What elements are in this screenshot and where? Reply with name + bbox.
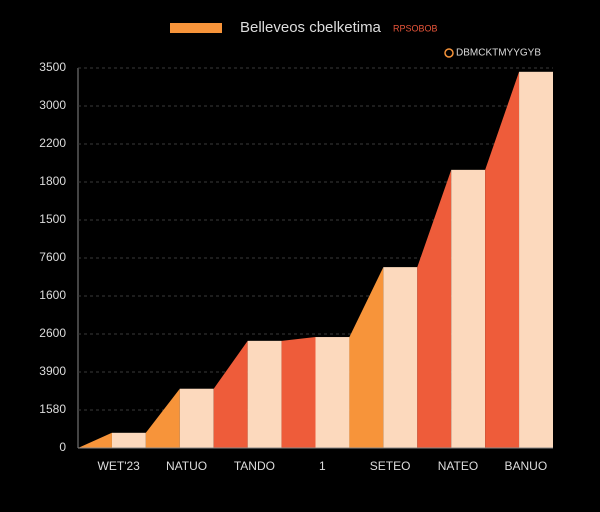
rise-segment	[145, 388, 180, 448]
flat-segment	[383, 267, 418, 448]
y-tick-label: 3000	[39, 98, 66, 112]
annotation: DBMCKTMYYGYB	[456, 48, 541, 59]
flat-segment	[451, 169, 486, 448]
x-tick-label: NATEO	[438, 459, 478, 473]
y-tick-label: 1800	[39, 174, 66, 188]
y-tick-label: 3900	[39, 364, 66, 378]
rise-segment	[281, 337, 316, 448]
rise-segment	[417, 169, 452, 448]
y-tick-label: 1600	[39, 288, 66, 302]
y-tick-label: 0	[59, 440, 66, 454]
x-tick-label: SETEO	[370, 459, 411, 473]
x-tick-label: WET'23	[98, 459, 141, 473]
y-tick-label: 2200	[39, 136, 66, 150]
annotation-icon	[444, 48, 454, 58]
flat-segment	[179, 388, 214, 448]
legend-swatch	[170, 23, 222, 33]
flat-segment	[247, 340, 282, 448]
flat-segment	[315, 337, 350, 448]
y-tick-label: 1580	[39, 402, 66, 416]
y-tick-label: 2600	[39, 326, 66, 340]
rise-segment	[485, 71, 520, 449]
y-tick-label: 7600	[39, 250, 66, 264]
rise-segment	[78, 432, 112, 448]
x-tick-label: TANDO	[234, 459, 275, 473]
flat-segment	[111, 432, 146, 448]
flat-segment	[519, 71, 553, 449]
x-tick-label: BANUO	[505, 459, 548, 473]
legend-label: Belleveos cbelketima	[240, 19, 382, 36]
y-tick-label: 3500	[39, 60, 66, 74]
rise-segment	[213, 340, 248, 448]
subtitle: RPSOBOB	[393, 23, 438, 33]
x-tick-label: NATUO	[166, 459, 207, 473]
y-tick-label: 1500	[39, 212, 66, 226]
rise-segment	[349, 267, 384, 448]
x-tick-label: 1	[319, 459, 326, 473]
